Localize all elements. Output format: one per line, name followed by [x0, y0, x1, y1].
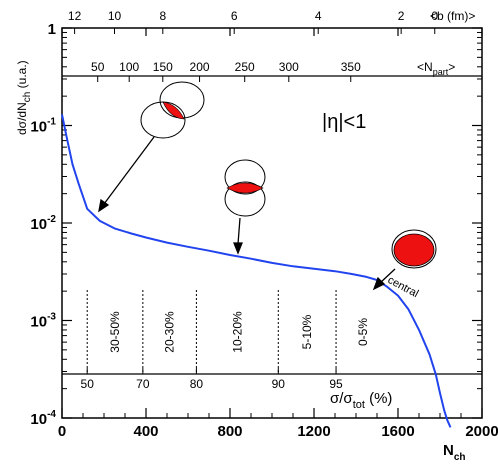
axis-ticks [61, 27, 483, 419]
centrality-bins: 30-50% 20-30% 10-20% 5-10% 0-5% [86, 290, 370, 374]
bin-label: 0-5% [356, 318, 370, 346]
npart-axis-tick-label: 50 [91, 60, 105, 74]
x-tick-label: 2000 [465, 423, 498, 440]
b-axis-tick-label: 8 [159, 9, 166, 23]
x-tick-label: 0 [58, 423, 66, 440]
y-tick-label: 1 [48, 21, 56, 38]
bin-label: 30-50% [108, 311, 122, 353]
bin-label: 5-10% [300, 314, 314, 349]
x-axis-label: Nch [443, 442, 466, 463]
centrality-axis-tick-label: 95 [329, 377, 343, 391]
centrality-axis-tick-label: 70 [136, 377, 150, 391]
central-annotation: central [386, 274, 421, 300]
centrality-axis-label: σ/σtot (%) [330, 390, 392, 411]
b-axis-tick-label: 10 [108, 9, 122, 23]
y-tick-label: 10-2 [30, 214, 56, 233]
central-collision-icon [391, 229, 437, 269]
x-tick-label: 1600 [381, 423, 414, 440]
b-axis-tick-label: 12 [68, 9, 82, 23]
npart-axis-tick-label: 350 [341, 60, 361, 74]
plot-frame [61, 27, 483, 419]
npart-axis-tick-label: 100 [119, 60, 139, 74]
b-axis-tick-label: 6 [231, 9, 238, 23]
x-tick-label: 800 [217, 423, 242, 440]
bin-label: 20-30% [163, 311, 177, 353]
b-axis-tick-label: 2 [398, 9, 405, 23]
bin-label: 10-20% [230, 311, 244, 353]
npart-axis-tick-label: 150 [153, 60, 173, 74]
series-line [61, 114, 452, 428]
y-tick-label: 10-1 [30, 117, 56, 136]
centrality-axis-tick-label: 80 [190, 377, 204, 391]
npart-axis-tick-label: 200 [190, 60, 210, 74]
eta-annotation: |η|<1 [322, 111, 366, 133]
y-axis-label: dσ/dNch (u.a.) [15, 60, 33, 135]
npart-axis-tick-label: 300 [279, 60, 299, 74]
peripheral-collision-icon [140, 81, 205, 139]
b-axis-tick-label: 0 [431, 9, 438, 23]
top-axis-label: <b (fm)> [430, 9, 475, 23]
centrality-axis-tick-label: 50 [81, 377, 95, 391]
x-tick-label: 400 [133, 423, 158, 440]
y-tick-label: 10-3 [30, 312, 56, 331]
npart-axis-label: <Npart> [417, 60, 455, 77]
x-tick-label: 1200 [297, 423, 330, 440]
b-axis-tick-label: 4 [315, 9, 322, 23]
centrality-axis-tick-label: 90 [272, 377, 286, 391]
y-tick-label: 10-4 [30, 409, 56, 428]
annotation-arrows [98, 136, 396, 291]
midcentral-collision-icon [224, 159, 266, 217]
npart-axis-tick-label: 250 [235, 60, 255, 74]
